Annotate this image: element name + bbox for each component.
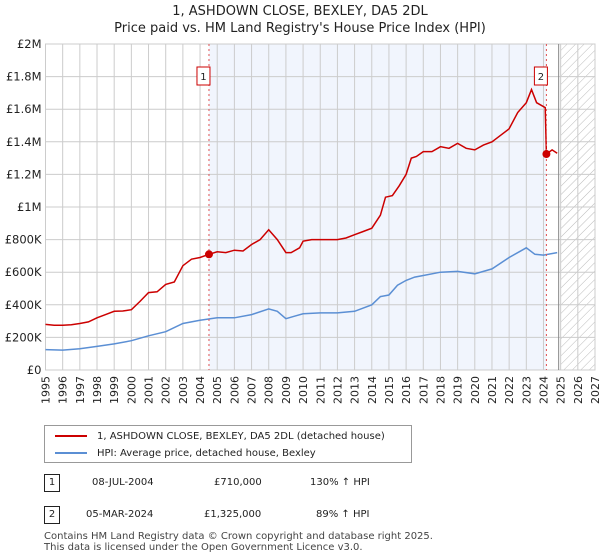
price-chart: 1 2 1995 1996 1997 1998 1999 2000 2001 2002 2003 20… — [5, 37, 600, 404]
x-tick-label: 2009 — [280, 376, 293, 404]
x-tick-label: 2003 — [177, 376, 190, 404]
x-tick-label: 2015 — [383, 376, 396, 404]
x-tick-label: 2016 — [400, 376, 413, 404]
footer-licence: This data is licensed under the Open Gov… — [44, 542, 363, 553]
hpi-line — [45, 246, 558, 351]
legend-label: HPI: Average price, detached house, Bexl… — [97, 447, 316, 459]
sale-label-box — [196, 66, 211, 86]
legend-swatch-red — [55, 435, 87, 437]
footer: Contains HM Land Registry data © Crown c… — [44, 531, 433, 553]
transaction-row: 2 05-MAR-2024 £1,325,000 89% ↑ HPI — [44, 506, 444, 524]
x-tick-label: 2005 — [211, 376, 224, 404]
legend-swatch-blue — [55, 452, 87, 454]
y-tick-label: £800K — [5, 233, 42, 247]
chart-subtitle: Price paid vs. HM Land Registry's House … — [114, 21, 486, 36]
chart-title: 1, ASHDOWN CLOSE, BEXLEY, DA5 2DL — [172, 4, 428, 19]
y-tick-label: £1.8M — [6, 70, 42, 84]
transaction-date: 08-JUL-2004 — [92, 477, 154, 488]
y-tick-label: £2M — [17, 37, 42, 51]
x-tick-label: 1995 — [40, 376, 53, 404]
x-tick-label: 2006 — [228, 376, 241, 404]
transaction-hpi: 130% ↑ HPI — [310, 477, 370, 488]
legend: 1, ASHDOWN CLOSE, BEXLEY, DA5 2DL (detac… — [44, 425, 412, 463]
x-tick-label: 2024 — [537, 376, 550, 404]
x-tick-label: 2018 — [434, 376, 447, 404]
x-tick-label: 2010 — [297, 376, 310, 404]
transaction-row: 1 08-JUL-2004 £710,000 130% ↑ HPI — [44, 474, 444, 492]
plot-border — [45, 43, 596, 371]
x-tick-label: 2019 — [452, 376, 465, 404]
x-tick-label: 2022 — [503, 376, 516, 404]
transaction-price: £1,325,000 — [204, 509, 262, 520]
footer-copyright: Contains HM Land Registry data © Crown c… — [44, 531, 433, 542]
x-tick-label: 1999 — [108, 376, 121, 404]
x-tick-label: 1997 — [74, 376, 87, 404]
x-tick-label: 2004 — [194, 376, 207, 404]
x-tick-label: 2007 — [246, 376, 259, 404]
y-tick-label: £1.6M — [6, 102, 42, 116]
x-tick-label: 2012 — [331, 376, 344, 404]
x-tick-label: 2002 — [160, 376, 173, 404]
x-tick-label: 2000 — [125, 376, 138, 404]
sale-label-box — [533, 66, 548, 86]
transaction-badge: 2 — [44, 506, 60, 524]
x-tick-label: 2025 — [555, 376, 568, 404]
y-tick-label: £1.4M — [6, 135, 42, 149]
transaction-date: 05-MAR-2024 — [86, 509, 154, 520]
x-tick-label: 2001 — [143, 376, 156, 404]
y-tick-label: £600K — [5, 265, 42, 279]
transaction-badge: 1 — [44, 474, 60, 492]
sale-label: 2 — [538, 72, 544, 83]
y-tick-label: £1M — [17, 200, 42, 214]
x-tick-label: 2017 — [417, 376, 430, 404]
x-tick-label: 1996 — [57, 376, 70, 404]
legend-item-hpi: HPI: Average price, detached house, Bexl… — [55, 445, 316, 461]
x-tick-label: 2027 — [589, 376, 600, 404]
x-tick-label: 2023 — [520, 376, 533, 404]
y-tick-label: £200K — [5, 330, 42, 344]
sale-point — [204, 250, 213, 259]
x-tick-label: 2014 — [366, 376, 379, 404]
x-tick-label: 2011 — [314, 376, 327, 404]
sale-label: 1 — [200, 72, 206, 83]
x-tick-label: 2008 — [263, 376, 276, 404]
x-tick-label: 2020 — [469, 376, 482, 404]
transaction-price: £710,000 — [214, 477, 262, 488]
transaction-hpi: 89% ↑ HPI — [316, 509, 370, 520]
x-tick-label: 2026 — [572, 376, 585, 404]
sale-point — [542, 150, 551, 159]
legend-label: 1, ASHDOWN CLOSE, BEXLEY, DA5 2DL (detac… — [97, 430, 385, 442]
price-paid-line — [45, 87, 558, 326]
x-tick-label: 2021 — [486, 376, 499, 404]
y-tick-label: £0 — [27, 363, 42, 377]
legend-item-property: 1, ASHDOWN CLOSE, BEXLEY, DA5 2DL (detac… — [55, 428, 385, 444]
x-tick-label: 1998 — [91, 376, 104, 404]
y-tick-label: £400K — [5, 298, 42, 312]
x-tick-label: 2013 — [349, 376, 362, 404]
y-tick-label: £1.2M — [6, 167, 42, 181]
